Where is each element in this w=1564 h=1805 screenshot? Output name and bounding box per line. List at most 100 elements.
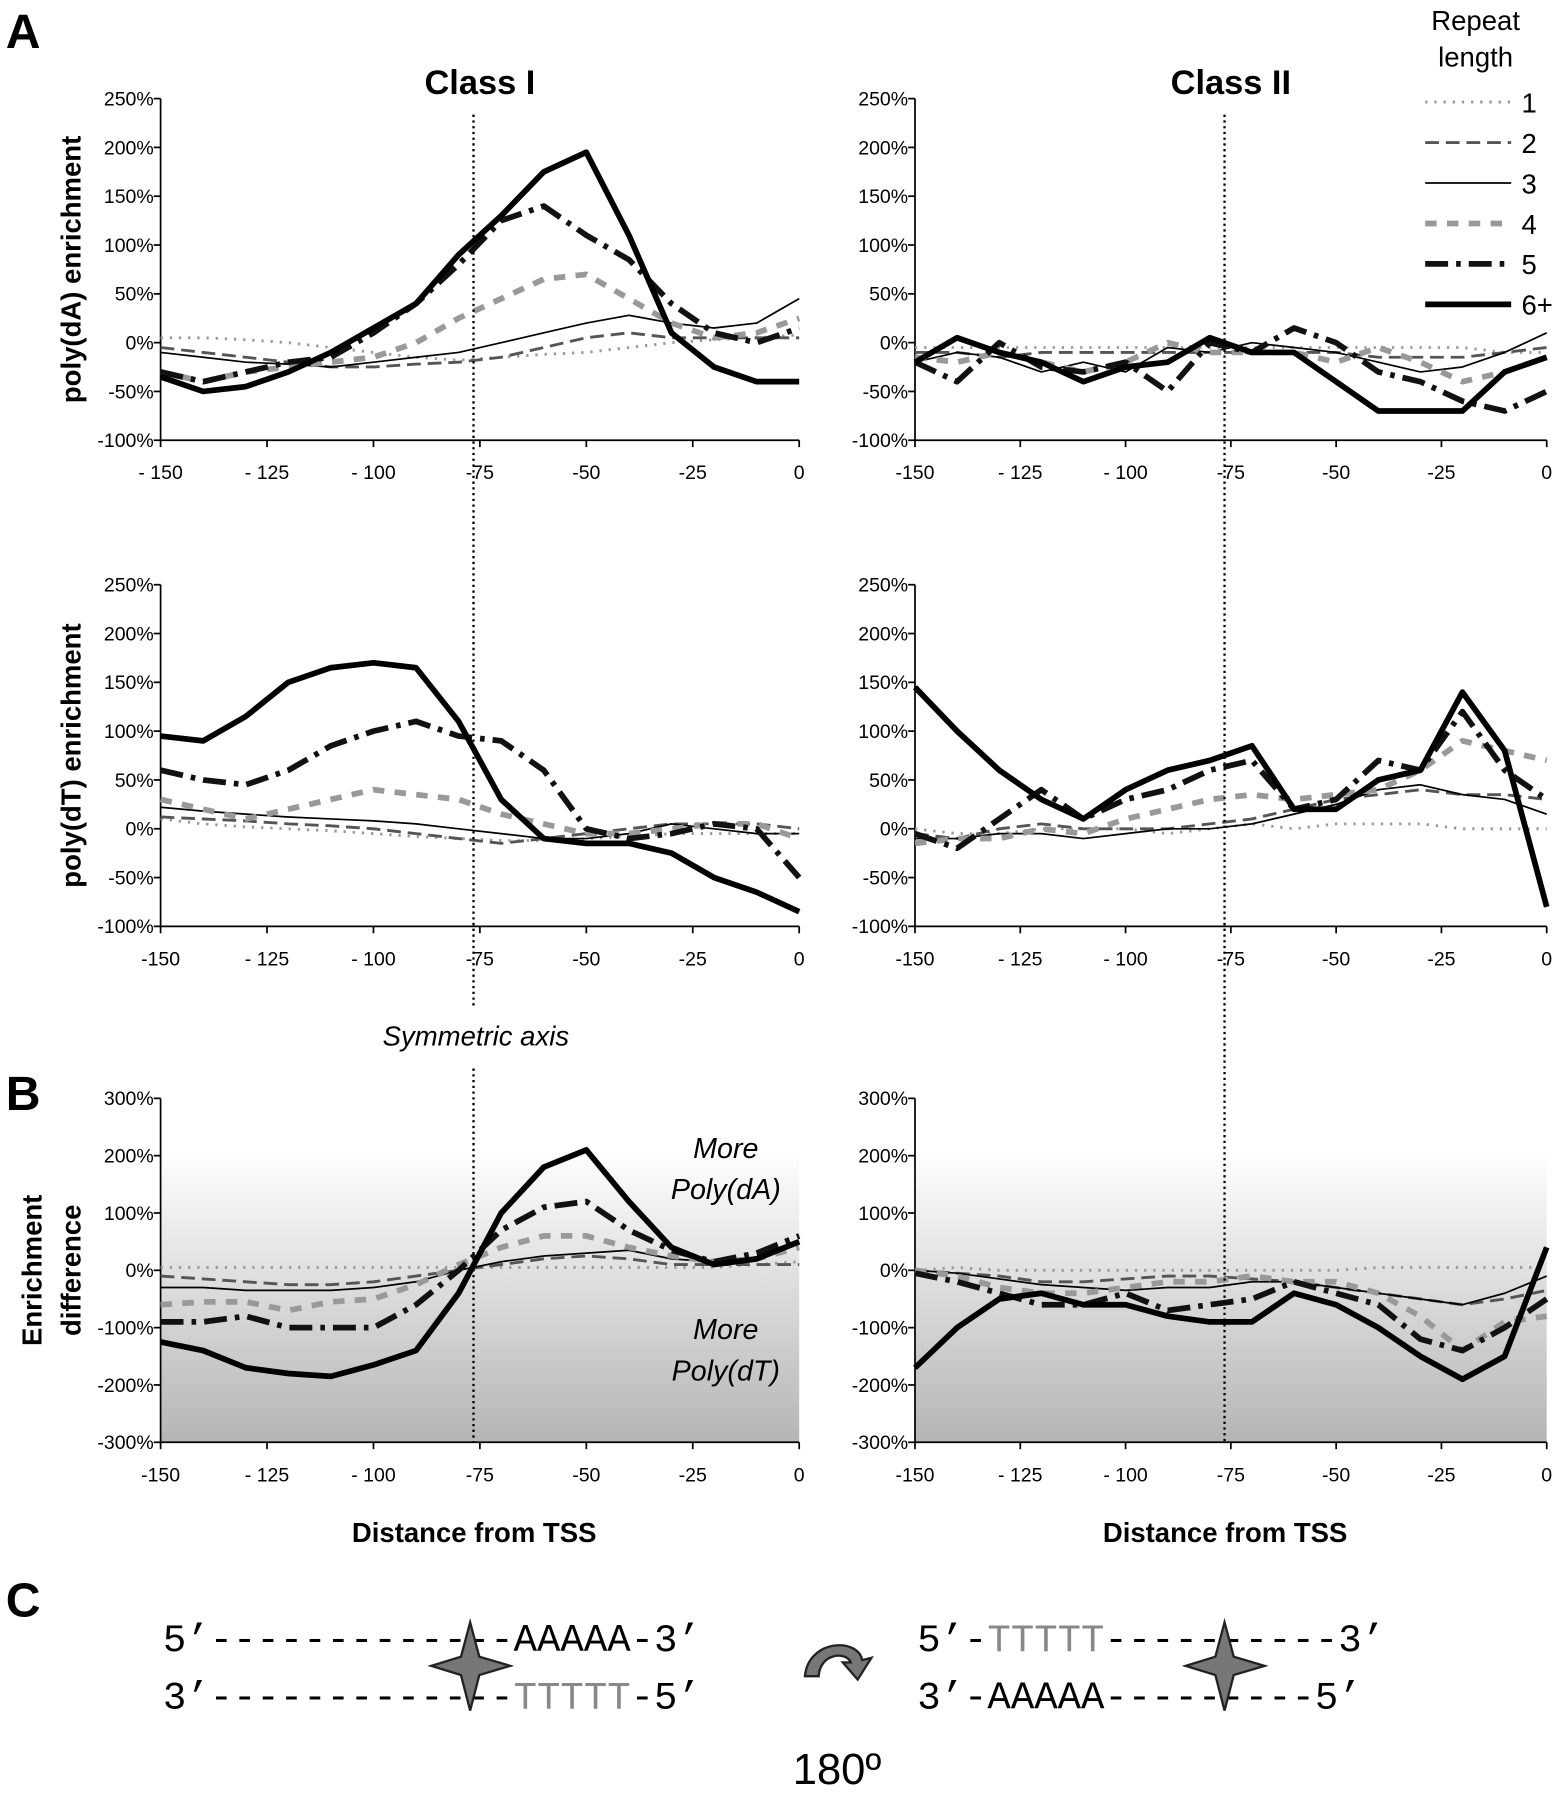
x-tick-label: 0 xyxy=(794,462,805,484)
rotation-arrow xyxy=(803,1644,874,1682)
legend-label: 6+ xyxy=(1521,290,1552,321)
x-axis-label: Distance from TSS xyxy=(352,1517,597,1548)
y-tick-label: 100% xyxy=(104,1203,154,1225)
rotation-label: 180º xyxy=(793,1746,882,1794)
series-line xyxy=(914,788,1547,840)
x-tick-label: -150 xyxy=(141,1464,180,1486)
series-line xyxy=(913,334,1548,414)
x-tick-label: 0 xyxy=(1541,462,1552,484)
y-tick-label: 200% xyxy=(104,1146,154,1168)
diagram: 5’-------------AAAAA-3’ 3’-------------T… xyxy=(163,1617,1385,1794)
legend-label: 4 xyxy=(1521,209,1536,240)
legend-title: Repeat xyxy=(1431,5,1520,36)
series-line xyxy=(160,659,801,915)
x-tick-label: -25 xyxy=(1427,948,1455,970)
x-tick-label: - 100 xyxy=(351,948,396,970)
strand-part: 3’------------- xyxy=(163,1676,514,1720)
y-tick-label: -100% xyxy=(852,1318,908,1340)
x-tick-label: - 125 xyxy=(998,1464,1043,1486)
x-tick-label: -150 xyxy=(895,462,934,484)
x-tick-label: -25 xyxy=(679,462,707,484)
x-tick-label: 0 xyxy=(1541,948,1552,970)
series-line xyxy=(159,271,801,385)
y-tick-label: 100% xyxy=(104,235,154,257)
star xyxy=(427,1617,515,1711)
y-tick-label: 0% xyxy=(126,333,154,355)
y-tick-label: 250% xyxy=(104,575,154,597)
legend-label: 5 xyxy=(1521,249,1536,280)
strand-part: 3’- xyxy=(917,1676,987,1720)
x-tick-label: -50 xyxy=(1322,462,1350,484)
y-tick-label: -300% xyxy=(852,1432,908,1454)
x-tick-label: -75 xyxy=(466,948,494,970)
y-tick-label: 300% xyxy=(104,1088,154,1110)
y-axis-label: Enrichment xyxy=(16,1195,47,1346)
x-tick-label: -25 xyxy=(1427,462,1455,484)
panel-label: B xyxy=(6,1067,41,1121)
legend-label: 3 xyxy=(1521,168,1536,199)
x-tick-label: - 125 xyxy=(245,1464,290,1486)
x-axis-label: Distance from TSS xyxy=(1103,1517,1348,1548)
y-axis-label: difference xyxy=(55,1205,86,1336)
strand: 3’-------------TTTTT-5’ xyxy=(163,1676,701,1720)
series-line xyxy=(160,817,800,842)
chart-title: Class II xyxy=(1171,64,1291,102)
strand: 3’-AAAAA---------5’ xyxy=(917,1676,1361,1720)
x-tick-label: -150 xyxy=(141,948,180,970)
shaded-background xyxy=(914,1098,1547,1443)
x-tick-label: - 100 xyxy=(351,1464,396,1486)
y-tick-label: 0% xyxy=(880,1260,908,1282)
y-tick-label: 100% xyxy=(104,721,154,743)
x-tick-label: - 100 xyxy=(351,462,396,484)
y-tick-label: -50% xyxy=(108,381,154,403)
x-tick-label: 0 xyxy=(794,948,805,970)
series-line xyxy=(160,333,800,362)
y-tick-label: -50% xyxy=(863,867,908,889)
y-tick-label: 250% xyxy=(104,88,154,110)
strand: 5’-TTTTT----------3’ xyxy=(917,1619,1385,1663)
y-tick-label: 200% xyxy=(858,623,908,645)
x-tick-label: - 125 xyxy=(245,948,290,970)
y-axis-label: poly(dA) enrichment xyxy=(55,136,86,403)
series-line xyxy=(913,325,1548,414)
strand: 5’-------------AAAAA-3’ xyxy=(163,1619,701,1663)
sequence: AAAAA xyxy=(987,1676,1105,1720)
annotation: Poly(dT) xyxy=(672,1355,780,1387)
y-tick-label: 50% xyxy=(115,770,154,792)
series-line xyxy=(160,1147,801,1380)
series-line xyxy=(160,1254,800,1287)
y-tick-label: 0% xyxy=(880,819,908,841)
series-line xyxy=(912,685,1550,908)
y-tick-label: 200% xyxy=(104,137,154,159)
y-tick-label: 0% xyxy=(126,1260,154,1282)
y-tick-label: 150% xyxy=(858,672,908,694)
y-tick-label: 200% xyxy=(858,137,908,159)
y-tick-label: 0% xyxy=(880,333,908,355)
x-tick-label: -50 xyxy=(1322,948,1350,970)
star xyxy=(1181,1617,1269,1711)
x-tick-label: -50 xyxy=(572,1464,600,1486)
strand-part: 5’------------- xyxy=(163,1619,514,1663)
sequence: AAAAA xyxy=(514,1619,632,1663)
x-tick-label: -75 xyxy=(466,1464,494,1486)
symmetric-axis-label: Symmetric axis xyxy=(383,1021,570,1052)
sequence: TTTTT xyxy=(987,1619,1104,1663)
x-tick-label: -50 xyxy=(572,462,600,484)
legend-label: 1 xyxy=(1521,87,1536,118)
y-tick-label: -50% xyxy=(108,867,154,889)
series-line xyxy=(160,815,800,845)
x-tick-label: 0 xyxy=(794,1464,805,1486)
series-line xyxy=(159,786,801,842)
series-line xyxy=(160,806,800,840)
chart-title: Class I xyxy=(424,64,535,102)
x-tick-label: 0 xyxy=(1541,1464,1552,1486)
shaded-background xyxy=(160,1098,800,1443)
series-line xyxy=(913,1246,1550,1383)
x-tick-label: -150 xyxy=(895,948,934,970)
strand-part: 5’- xyxy=(917,1619,987,1663)
annotation: Poly(dA) xyxy=(671,1174,781,1206)
y-tick-label: 50% xyxy=(115,284,154,306)
y-tick-label: 50% xyxy=(869,284,908,306)
x-tick-label: - 125 xyxy=(245,462,290,484)
series-line xyxy=(159,203,801,385)
